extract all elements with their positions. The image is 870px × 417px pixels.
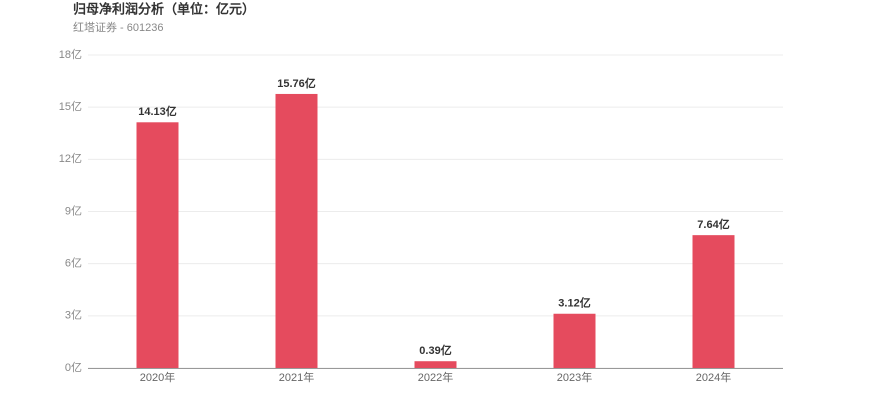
y-tick-label: 6亿 (65, 257, 82, 270)
x-tick-label: 2022年 (418, 370, 453, 384)
data-label: 0.39亿 (419, 343, 451, 357)
y-tick-label: 18亿 (59, 48, 82, 61)
data-label: 7.64亿 (697, 217, 729, 231)
bar (414, 361, 457, 368)
bar (275, 93, 318, 368)
y-tick-label: 15亿 (59, 100, 82, 113)
x-tick-label: 2024年 (696, 370, 731, 384)
bar (136, 122, 179, 368)
y-tick-label: 0亿 (65, 361, 82, 374)
y-tick-label: 3亿 (65, 309, 82, 322)
data-label: 3.12亿 (558, 296, 590, 310)
chart-title: 归母净利润分析（单位：亿元） (73, 1, 255, 16)
data-label: 15.76亿 (277, 76, 316, 90)
bar (692, 235, 735, 368)
bar (553, 313, 596, 368)
x-tick-label: 2023年 (557, 370, 592, 384)
y-tick-label: 9亿 (65, 204, 82, 217)
y-tick-label: 12亿 (59, 152, 82, 165)
x-tick-label: 2020年 (140, 370, 175, 384)
x-tick-label: 2021年 (279, 370, 314, 384)
chart-subtitle: 红塔证券 - 601236 (73, 20, 163, 34)
data-label: 14.13亿 (138, 104, 177, 118)
